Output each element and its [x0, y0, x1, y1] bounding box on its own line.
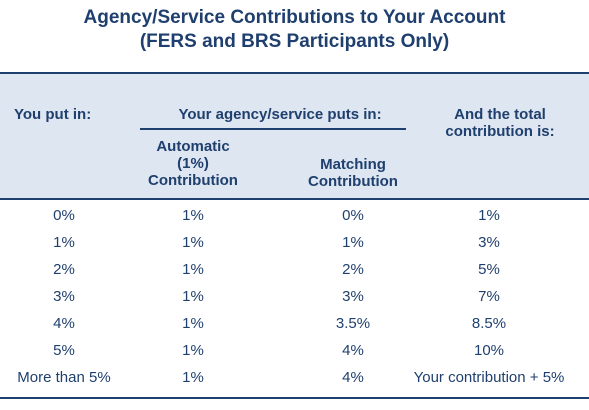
table-row: 3% 1% 3% 7%: [0, 288, 589, 315]
cell-total: 3%: [478, 234, 500, 251]
header-divider: [140, 128, 406, 130]
cell-total: 10%: [473, 342, 505, 359]
cell-matching: 3.5%: [335, 315, 371, 332]
table-row: 4% 1% 3.5% 8.5%: [0, 315, 589, 342]
table-header: [0, 72, 589, 200]
page-title: Agency/Service Contributions to Your Acc…: [0, 6, 589, 54]
table-bottom-rule: [0, 397, 589, 399]
cell-automatic: 1%: [182, 288, 204, 305]
table-row: 5% 1% 4% 10%: [0, 342, 589, 369]
header-you-put-in: You put in:: [14, 106, 92, 123]
cell-you-put-in: 3%: [53, 288, 75, 305]
cell-matching: 2%: [342, 261, 364, 278]
cell-automatic: 1%: [182, 261, 204, 278]
header-total-line-2: contribution is:: [445, 123, 555, 140]
header-agency-puts-in: Your agency/service puts in:: [178, 106, 382, 123]
cell-matching: 1%: [342, 234, 364, 251]
cell-matching: 4%: [342, 369, 364, 386]
cell-you-put-in: 4%: [53, 315, 75, 332]
header-matching-line-2: Contribution: [308, 173, 398, 190]
header-automatic-line-2: (1%): [177, 155, 209, 172]
table-row: More than 5% 1% 4% Your contribution + 5…: [0, 369, 589, 396]
title-line-1: Agency/Service Contributions to Your Acc…: [83, 7, 506, 28]
cell-automatic: 1%: [182, 207, 204, 224]
cell-total: 5%: [478, 261, 500, 278]
header-automatic-line-1: Automatic: [156, 138, 230, 155]
cell-automatic: 1%: [182, 234, 204, 251]
header-matching-contribution: Matching Contribution: [292, 156, 414, 190]
cell-matching: 4%: [342, 342, 364, 359]
cell-automatic: 1%: [182, 369, 204, 386]
cell-automatic: 1%: [182, 342, 204, 359]
cell-you-put-in: More than 5%: [17, 369, 111, 386]
table-row: 2% 1% 2% 5%: [0, 261, 589, 288]
cell-you-put-in: 2%: [53, 261, 75, 278]
header-automatic-line-3: Contribution: [148, 172, 238, 189]
header-total-line-1: And the total: [454, 106, 546, 123]
cell-automatic: 1%: [182, 315, 204, 332]
header-automatic-contribution: Automatic (1%) Contribution: [128, 138, 258, 189]
table-row: 0% 1% 0% 1%: [0, 207, 589, 234]
header-total-contribution: And the total contribution is:: [420, 106, 580, 140]
cell-you-put-in: 1%: [53, 234, 75, 251]
table-body: 0% 1% 0% 1% 1% 1% 1% 3% 2% 1% 2% 5% 3% 1…: [0, 207, 589, 396]
cell-you-put-in: 5%: [53, 342, 75, 359]
cell-matching: 0%: [342, 207, 364, 224]
title-line-2: (FERS and BRS Participants Only): [139, 31, 450, 52]
cell-total: 8.5%: [471, 315, 507, 332]
cell-you-put-in: 0%: [53, 207, 75, 224]
cell-total: 1%: [478, 207, 500, 224]
cell-matching: 3%: [342, 288, 364, 305]
cell-total: 7%: [478, 288, 500, 305]
header-matching-line-1: Matching: [320, 156, 386, 173]
table-row: 1% 1% 1% 3%: [0, 234, 589, 261]
cell-total: Your contribution + 5%: [413, 369, 565, 386]
